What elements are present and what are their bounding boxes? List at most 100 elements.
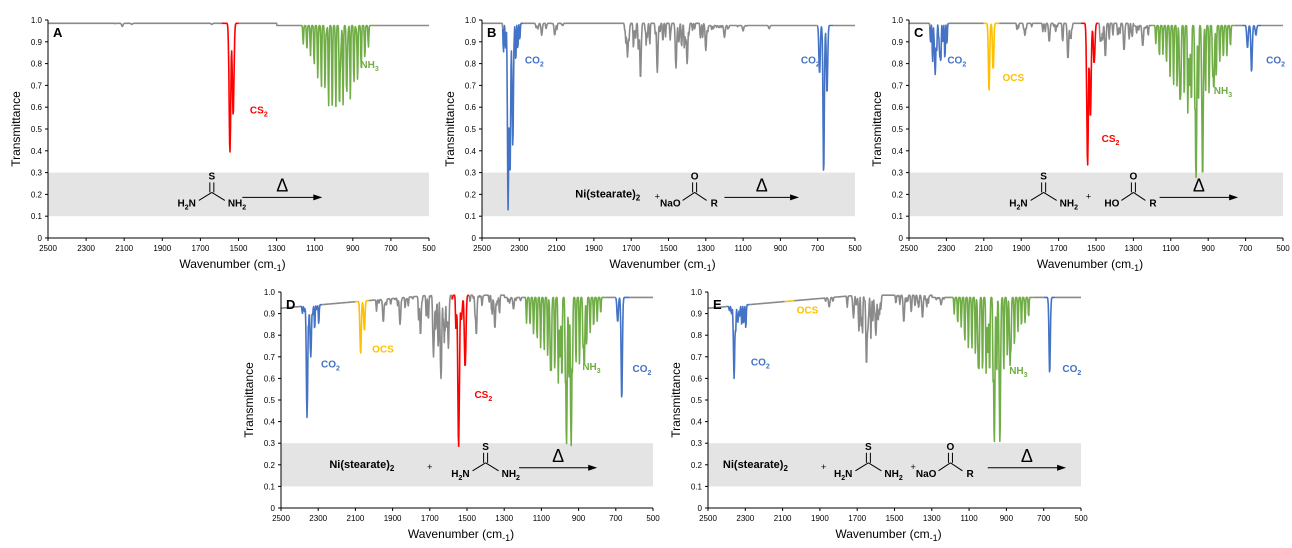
spectrum-trace-NH3 (950, 296, 1034, 443)
x-tick-label: 1100 (960, 514, 978, 523)
x-tick-label: 700 (384, 244, 398, 253)
x-tick-label: 900 (774, 244, 788, 253)
annotation-ocs: OCS (1003, 73, 1025, 84)
atom-s: S (482, 442, 489, 453)
atom-left: NaO (916, 469, 937, 480)
x-tick-label: 700 (609, 514, 623, 523)
panel-label: C (914, 25, 924, 40)
panel-B: 0 0.1 0.2 0.3 0.4 0.5 0.6 0.7 0.8 0.9 1.0 2500 2300 2… (443, 16, 862, 273)
y-tick-label: 0.9 (892, 38, 904, 47)
y-tick-label: 0.7 (691, 353, 703, 362)
x-tick-label: 900 (1000, 514, 1014, 523)
y-tick-label: 0 (271, 504, 276, 513)
x-tick-label: 2100 (548, 244, 566, 253)
x-axis-label: Wavenumber (cm-1) (609, 257, 715, 273)
spectrum-trace-CO2 (1043, 296, 1056, 373)
y-tick-label: 0.6 (264, 374, 276, 383)
x-axis-label: Wavenumber (cm-1) (835, 527, 941, 543)
x-tick-label: 2500 (272, 514, 290, 523)
x-tick-label: 1900 (153, 244, 171, 253)
plus-sign: + (655, 191, 660, 201)
atom-s: S (865, 442, 872, 453)
y-tick-label: 0.2 (892, 190, 904, 199)
x-tick-label: 1300 (697, 244, 715, 253)
atom-o: O (947, 442, 955, 453)
x-tick-label: 2100 (115, 244, 133, 253)
y-tick-label: 0.6 (691, 374, 703, 383)
y-tick-label: 0.4 (691, 418, 703, 427)
annotation-co2: CO2 (751, 357, 770, 370)
carboxylate-structure: O NaO R (916, 442, 975, 480)
spectrum-trace-CO2 (615, 296, 630, 398)
x-axis-label: Wavenumber (cm-1) (408, 527, 514, 543)
x-tick-label: 1300 (923, 514, 941, 523)
y-tick-label: 0.5 (465, 125, 477, 134)
spectrum-trace-background (238, 22, 300, 27)
heat-delta: Δ (276, 175, 288, 195)
spectrum-trace-background (481, 22, 504, 29)
x-tick-label: 2100 (347, 514, 365, 523)
arrow-head (588, 464, 598, 471)
y-tick-label: 0.1 (264, 482, 276, 491)
heat-delta: Δ (1021, 446, 1033, 466)
annotation-co2: CO2 (633, 364, 652, 377)
x-tick-label: 500 (422, 244, 436, 253)
carboxylate-structure: O NaO R (660, 171, 719, 209)
arrow-head (790, 194, 800, 201)
y-tick-label: 0.6 (892, 103, 904, 112)
atom-nh2: NH2 (1060, 198, 1078, 211)
bond (855, 462, 869, 472)
y-tick-label: 0.2 (465, 190, 477, 199)
x-tick-label: 2500 (39, 244, 57, 253)
spectrum-trace-background (604, 296, 617, 299)
scheme-band (708, 443, 1081, 487)
y-tick-label: 0 (472, 234, 477, 243)
scheme-band (281, 443, 653, 487)
x-tick-label: 1100 (533, 514, 551, 523)
y-tick-label: 0.4 (465, 147, 477, 156)
x-tick-label: 900 (346, 244, 360, 253)
annotation-cs2: CS2 (1102, 134, 1120, 147)
arrow-head (313, 194, 323, 201)
x-tick-label: 500 (848, 244, 862, 253)
y-tick-label: 1.0 (691, 288, 703, 297)
annotation-co2: CO2 (1266, 56, 1285, 69)
spectrum-trace-background (749, 300, 786, 306)
panel-label: D (286, 297, 295, 312)
panel-label: E (713, 297, 722, 312)
spectrum-trace-OCS (354, 299, 370, 354)
spectrum-trace-NH3 (1151, 24, 1236, 179)
bond (950, 462, 963, 472)
annotation-cs2: CS2 (250, 106, 268, 119)
y-tick-label: 0.8 (892, 60, 904, 69)
bond (868, 462, 882, 472)
annotation-nh3: NH3 (582, 362, 600, 375)
y-tick-label: 0.5 (31, 125, 43, 134)
nickel-stearate-label: Ni(stearate)2 (575, 188, 641, 202)
y-tick-label: 0.2 (691, 461, 703, 470)
bond (472, 462, 486, 472)
y-tick-label: 0.1 (892, 212, 904, 221)
plus-sign: + (821, 462, 826, 472)
atom-h2n: H2N (1009, 198, 1027, 211)
y-tick-label: 0 (698, 504, 703, 513)
y-tick-label: 0.3 (264, 439, 276, 448)
atom-r: R (966, 469, 974, 480)
scheme-band (482, 172, 855, 217)
y-tick-label: 0.2 (264, 461, 276, 470)
y-axis-label: Transmittance (242, 362, 256, 438)
atom-left: HO (1104, 198, 1119, 209)
spectrum-trace-OCS (784, 299, 795, 303)
y-axis-label: Transmittance (669, 362, 683, 438)
y-tick-label: 0.7 (465, 81, 477, 90)
bond (211, 191, 226, 201)
carboxylate-structure: O HO R (1104, 171, 1157, 209)
x-tick-label: 1500 (458, 514, 476, 523)
heat-delta: Δ (1193, 175, 1205, 195)
spectrum-trace-background (280, 305, 301, 310)
spectrum-trace-background (523, 22, 819, 77)
x-tick-label: 500 (646, 514, 660, 523)
bond (694, 191, 707, 201)
annotation-nh3: NH3 (1214, 86, 1232, 99)
y-axis-label: Transmittance (870, 91, 884, 167)
